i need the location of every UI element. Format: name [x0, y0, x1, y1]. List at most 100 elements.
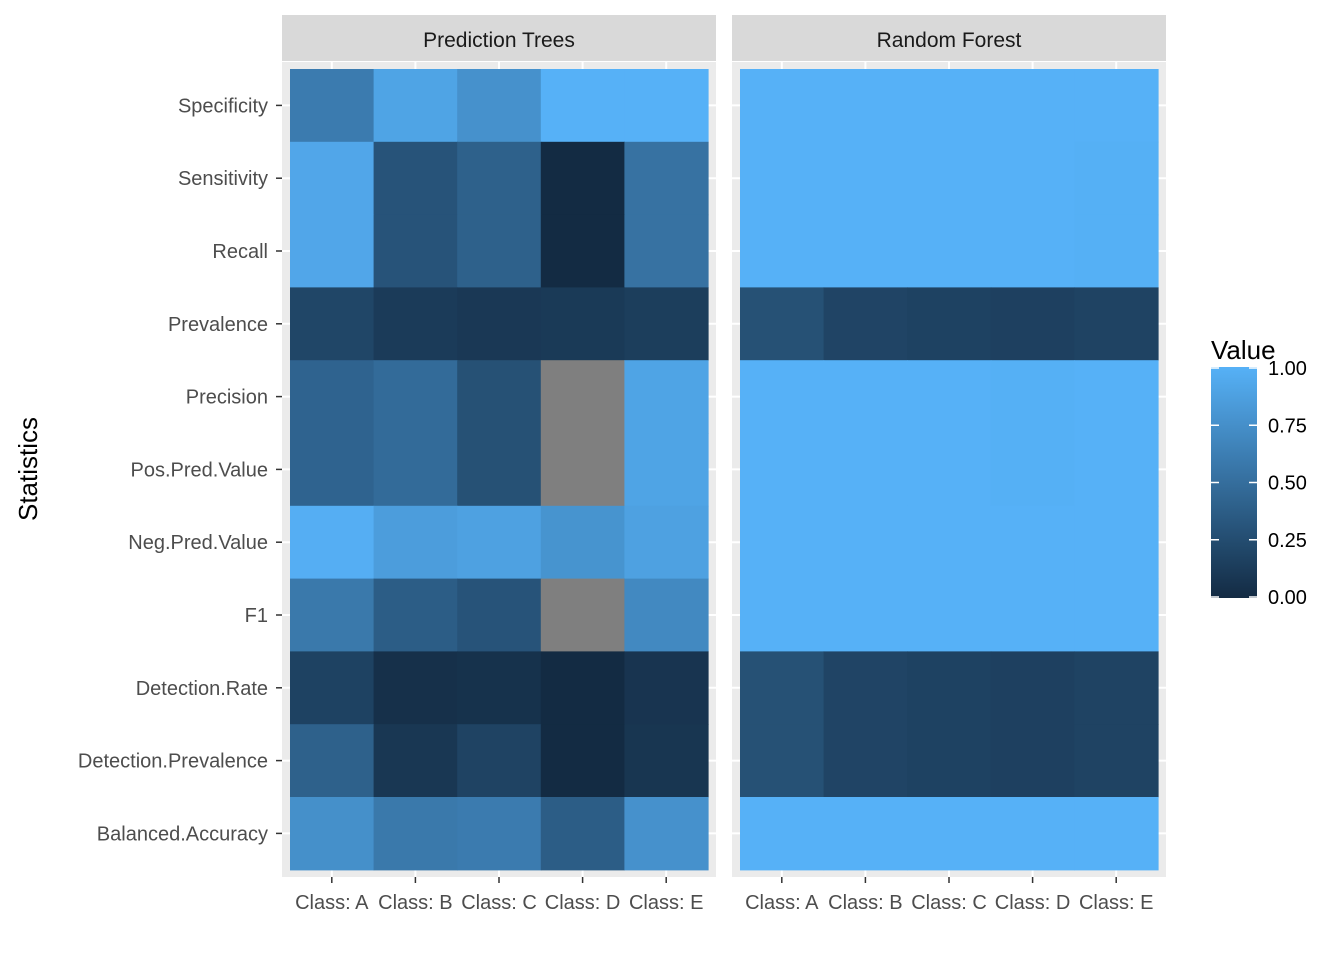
- heatmap-tile: Random Forest | Class: D | Sensitivity: …: [990, 141, 1075, 216]
- heatmap-tile: Prediction Trees | Class: A | Detection.…: [290, 651, 375, 725]
- heatmap-tile: Random Forest | Class: E | Detection.Rat…: [1074, 651, 1159, 725]
- y-tick-label: Specificity: [178, 95, 268, 117]
- x-tick-label: Class: A: [745, 892, 819, 914]
- heatmap-tile: Prediction Trees | Class: C | Precision:…: [457, 360, 542, 434]
- heatmap-tile: Prediction Trees | Class: D | Balanced.A…: [540, 797, 625, 871]
- y-tick-label: Pos.Pred.Value: [131, 459, 269, 481]
- heatmap-tile: Prediction Trees | Class: C | Sensitivit…: [457, 141, 542, 216]
- heatmap-tile: Random Forest | Class: D | Precision: 0.…: [990, 360, 1075, 434]
- x-tick-label: Class: E: [629, 892, 703, 914]
- heatmap-tile: Random Forest | Class: A | Specificity: …: [740, 69, 825, 143]
- color-legend: Value 0.00 0.25 0.50 0.75 1.00: [1211, 335, 1307, 609]
- heatmap-tile: Random Forest | Class: D | Prevalence: 0…: [990, 287, 1075, 361]
- heatmap-tile: Prediction Trees | Class: B | Detection.…: [373, 651, 458, 725]
- heatmap-tile: Prediction Trees | Class: B | Sensitivit…: [373, 141, 458, 216]
- facet-panel: Random Forest Random Forest | Class: A | …: [732, 15, 1166, 914]
- heatmap-tile: Random Forest | Class: A | Prevalence: 0…: [740, 287, 825, 361]
- heatmap-tile: Prediction Trees | Class: E | Specificit…: [624, 69, 709, 143]
- y-axis-title: Statistics: [13, 417, 43, 521]
- heatmap-tile: Prediction Trees | Class: B | Neg.Pred.V…: [373, 505, 458, 580]
- legend-ticks: 0.00 0.25 0.50 0.75 1.00: [1211, 358, 1307, 609]
- heatmap-tile: Prediction Trees | Class: E | Detection.…: [624, 724, 709, 798]
- y-tick-label: Balanced.Accuracy: [97, 823, 268, 845]
- heatmap-tile: Prediction Trees | Class: C | Recall: 0.…: [457, 214, 542, 288]
- facet-strip: [732, 15, 1166, 61]
- x-tick-label: Class: E: [1079, 892, 1153, 914]
- heatmap-tile: Random Forest | Class: B | Prevalence: 0…: [823, 287, 908, 361]
- heatmap-tile: Prediction Trees | Class: A | Detection.…: [290, 724, 375, 798]
- legend-tick-label: 0.00: [1268, 587, 1307, 609]
- x-tick-label: Class: D: [545, 892, 621, 914]
- heatmap-tile: Prediction Trees | Class: E | Sensitivit…: [624, 141, 709, 216]
- heatmap-tile: Prediction Trees | Class: B | Specificit…: [373, 69, 458, 143]
- heatmap-tile: Prediction Trees | Class: D | Specificit…: [540, 69, 625, 143]
- heatmap-tile: Random Forest | Class: A | Neg.Pred.Valu…: [740, 505, 825, 580]
- heatmap-tile: Prediction Trees | Class: C | Balanced.A…: [457, 797, 542, 871]
- heatmap-tile: Random Forest | Class: B | Neg.Pred.Valu…: [823, 505, 908, 580]
- heatmap-tile: Prediction Trees | Class: C | Specificit…: [457, 69, 542, 143]
- heatmap-tile: Random Forest | Class: C | Specificity: …: [907, 69, 992, 143]
- facet-strip-label: Prediction Trees: [423, 29, 575, 52]
- x-tick-label: Class: B: [828, 892, 902, 914]
- heatmap-tile: Prediction Trees | Class: A | Sensitivit…: [290, 141, 375, 216]
- heatmap-tile: Random Forest | Class: A | Recall: 1: [740, 214, 825, 288]
- heatmap-tile: Random Forest | Class: D | F1: 1: [990, 578, 1075, 652]
- heatmap-tile: Prediction Trees | Class: A | F1: 0.58: [290, 578, 375, 652]
- heatmap-tile: Random Forest | Class: B | F1: 1: [823, 578, 908, 652]
- heatmap-tile: Prediction Trees | Class: C | Detection.…: [457, 724, 542, 798]
- heatmap-tile: Random Forest | Class: E | Detection.Pre…: [1074, 724, 1159, 798]
- x-tick-label: Class: D: [995, 892, 1071, 914]
- legend-tick-label: 0.25: [1268, 530, 1307, 552]
- heatmap-tile: Prediction Trees | Class: C | Pos.Pred.V…: [457, 433, 542, 507]
- heatmap-tile: Random Forest | Class: C | Detection.Rat…: [907, 651, 992, 725]
- heatmap-tile: Random Forest | Class: D | Neg.Pred.Valu…: [990, 505, 1075, 580]
- heatmap-tile: Random Forest | Class: C | Pos.Pred.Valu…: [907, 433, 992, 507]
- heatmap-tile: Random Forest | Class: A | Detection.Rat…: [740, 651, 825, 725]
- heatmap-tile: Random Forest | Class: E | Precision: 1: [1074, 360, 1159, 434]
- heatmap-tile: Prediction Trees | Class: D | Detection.…: [540, 651, 625, 725]
- heatmap-tile: Random Forest | Class: C | Neg.Pred.Valu…: [907, 505, 992, 580]
- heatmap-tile: Random Forest | Class: B | Detection.Rat…: [823, 651, 908, 725]
- heatmap-tile: Prediction Trees | Class: E | Precision:…: [624, 360, 709, 434]
- facet-panel: Prediction Trees Prediction Trees | Class…: [282, 15, 716, 914]
- heatmap-tile: Random Forest | Class: E | Recall: 0.99: [1074, 214, 1159, 288]
- facet-strip-label: Random Forest: [877, 29, 1022, 52]
- heatmap-tile: Random Forest | Class: C | Recall: 1: [907, 214, 992, 288]
- heatmap-tile: Random Forest | Class: C | F1: 1: [907, 578, 992, 652]
- heatmap-tile: Random Forest | Class: B | Pos.Pred.Valu…: [823, 433, 908, 507]
- heatmap-tile: Prediction Trees | Class: D | Precision:…: [540, 360, 625, 434]
- heatmap-tile: Prediction Trees | Class: A | Specificit…: [290, 69, 375, 143]
- heatmap-tile: Prediction Trees | Class: A | Balanced.A…: [290, 797, 375, 871]
- heatmap-tile: Prediction Trees | Class: A | Pos.Pred.V…: [290, 433, 375, 507]
- facet-panels: Prediction Trees Prediction Trees | Class…: [282, 15, 1166, 914]
- heatmap-tile: Random Forest | Class: D | Balanced.Accu…: [990, 797, 1075, 871]
- heatmap-tile: Prediction Trees | Class: D | Sensitivit…: [540, 141, 625, 216]
- heatmap-tile: Prediction Trees | Class: B | Pos.Pred.V…: [373, 433, 458, 507]
- heatmap-tile: Random Forest | Class: E | Balanced.Accu…: [1074, 797, 1159, 871]
- heatmap-tile: Prediction Trees | Class: D | Recall: 0: [540, 214, 625, 288]
- heatmap-tile: Random Forest | Class: B | Sensitivity: …: [823, 141, 908, 216]
- legend-tick-label: 0.75: [1268, 415, 1307, 437]
- heatmap-tile: Prediction Trees | Class: B | Recall: 0.…: [373, 214, 458, 288]
- x-tick-label: Class: A: [295, 892, 369, 914]
- heatmap-tile: Random Forest | Class: B | Precision: 1: [823, 360, 908, 434]
- heatmap-tile: Prediction Trees | Class: E | Prevalence…: [624, 287, 709, 361]
- heatmap-tile: Random Forest | Class: A | F1: 1: [740, 578, 825, 652]
- heatmap-tile: Prediction Trees | Class: B | F1: 0.37: [373, 578, 458, 652]
- heatmap-tile: Prediction Trees | Class: D | Prevalence…: [540, 287, 625, 361]
- facet-strip: [282, 15, 716, 61]
- y-tick-label: Prevalence: [168, 314, 268, 336]
- heatmap-tile: Random Forest | Class: D | Specificity: …: [990, 69, 1075, 143]
- heatmap-tile: Prediction Trees | Class: C | Prevalence…: [457, 287, 542, 361]
- heatmap-tile: Random Forest | Class: C | Balanced.Accu…: [907, 797, 992, 871]
- heatmap-tile: Prediction Trees | Class: B | Precision:…: [373, 360, 458, 434]
- heatmap-tile: Prediction Trees | Class: E | Neg.Pred.V…: [624, 505, 709, 580]
- heatmap-tile: Random Forest | Class: E | Pos.Pred.Valu…: [1074, 433, 1159, 507]
- heatmap-tile: Prediction Trees | Class: A | Neg.Pred.V…: [290, 505, 375, 580]
- heatmap-tile: Prediction Trees | Class: D | F1: NA: [540, 578, 625, 652]
- heatmap-tile: Prediction Trees | Class: E | Detection.…: [624, 651, 709, 725]
- heatmap-tile: Random Forest | Class: A | Sensitivity: …: [740, 141, 825, 216]
- heatmap-tile: Prediction Trees | Class: E | Pos.Pred.V…: [624, 433, 709, 507]
- heatmap-tile: Prediction Trees | Class: A | Precision:…: [290, 360, 375, 434]
